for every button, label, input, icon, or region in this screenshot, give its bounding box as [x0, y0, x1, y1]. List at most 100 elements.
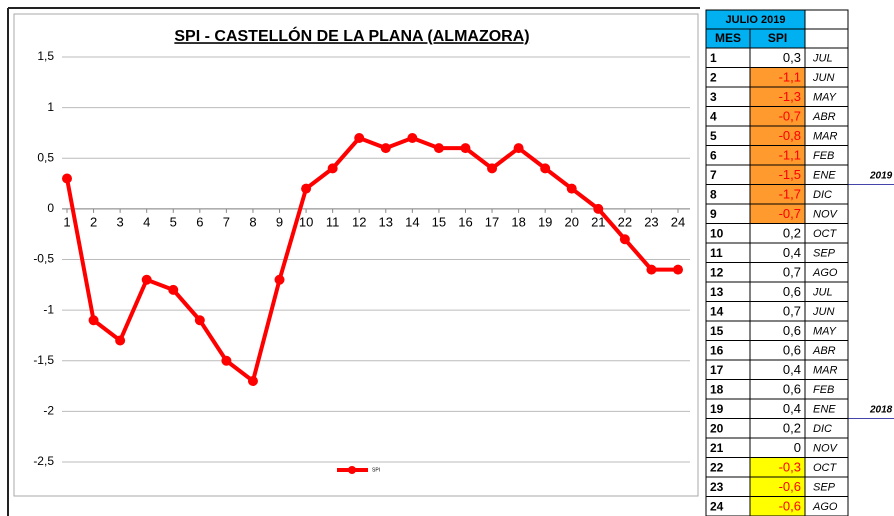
x-tick-label: 11	[326, 214, 340, 229]
column-header: SPI	[768, 31, 787, 45]
spi-cell: 0,4	[783, 401, 801, 416]
mes-cell: 17	[710, 363, 724, 377]
mes-cell: 24	[710, 499, 724, 513]
x-tick-label: 13	[379, 214, 393, 229]
chart-title: SPI - CASTELLÓN DE LA PLANA (ALMAZORA)	[174, 26, 529, 45]
point	[540, 163, 551, 174]
spi-cell: 0,6	[783, 343, 801, 358]
x-tick-label: 12	[352, 214, 366, 229]
point	[619, 234, 630, 245]
mes-cell: 3	[710, 90, 717, 104]
month-cell: OCT	[813, 462, 838, 474]
spi-cell: 0,3	[783, 50, 801, 65]
spi-cell: -0,7	[779, 206, 801, 221]
y-tick-label: -1	[43, 302, 54, 316]
spi-cell: 0,2	[783, 421, 801, 436]
x-tick-label: 3	[117, 214, 124, 229]
point	[62, 173, 72, 184]
month-cell: NOV	[813, 443, 839, 455]
month-cell: FEB	[813, 150, 834, 162]
mes-cell: 15	[710, 324, 724, 338]
mes-cell: 1	[710, 51, 717, 65]
month-cell: MAY	[813, 326, 837, 338]
spi-cell: -0,3	[779, 460, 801, 475]
point	[274, 274, 285, 285]
y-tick-label: -2	[43, 404, 54, 418]
x-tick-label: 19	[538, 214, 552, 229]
month-cell: SEP	[813, 248, 836, 260]
mes-cell: 7	[710, 168, 717, 182]
month-cell: JUN	[812, 72, 834, 84]
year-label: 2018	[869, 404, 893, 415]
legend-label: SPI	[372, 467, 380, 473]
month-cell: ENE	[813, 170, 836, 182]
point	[380, 143, 391, 154]
x-tick-label: 23	[644, 214, 658, 229]
point	[487, 163, 498, 174]
x-tick-label: 10	[299, 214, 313, 229]
point	[194, 315, 205, 326]
spi-cell: -1,3	[779, 89, 801, 104]
x-tick-label: 1	[63, 214, 70, 229]
month-cell: MAR	[813, 365, 838, 377]
x-tick-label: 14	[405, 214, 419, 229]
y-tick-label: 1,5	[37, 49, 54, 63]
point	[221, 355, 232, 366]
x-tick-label: 20	[565, 214, 579, 229]
mes-cell: 19	[710, 402, 724, 416]
x-tick-label: 17	[485, 214, 499, 229]
mes-cell: 20	[710, 421, 724, 435]
x-tick-label: 5	[170, 214, 177, 229]
point	[513, 143, 524, 154]
month-cell: JUL	[812, 53, 833, 65]
point	[115, 335, 126, 346]
column-header: MES	[715, 31, 741, 45]
month-cell: JUL	[812, 287, 833, 299]
point	[327, 163, 338, 174]
header-title: JULIO 2019	[726, 14, 786, 26]
mes-cell: 11	[710, 246, 723, 260]
mes-cell: 2	[710, 70, 717, 84]
spi-cell: -0,6	[779, 479, 801, 494]
mes-cell: 12	[710, 265, 724, 279]
cell	[804, 496, 849, 516]
point	[593, 203, 604, 214]
spi-cell: 0	[794, 440, 801, 455]
month-cell: OCT	[813, 228, 838, 240]
mes-cell: 21	[710, 441, 724, 455]
spi-cell: -1,1	[779, 70, 801, 85]
month-cell: MAY	[813, 92, 837, 104]
x-tick-label: 18	[511, 214, 525, 229]
year-label: 2019	[869, 170, 893, 181]
mes-cell: 22	[710, 460, 724, 474]
mes-cell: 13	[710, 285, 724, 299]
month-cell: SEP	[813, 482, 836, 494]
x-tick-label: 9	[276, 214, 283, 229]
point	[301, 183, 312, 194]
spi-cell: -0,7	[779, 109, 801, 124]
mes-cell: 8	[710, 187, 717, 201]
spi-cell: -0,6	[779, 499, 801, 514]
month-cell: DIC	[813, 423, 832, 435]
mes-cell: 9	[710, 207, 717, 221]
x-tick-label: 8	[249, 214, 256, 229]
x-tick-label: 2	[90, 214, 97, 229]
month-cell: JUN	[812, 306, 834, 318]
y-tick-label: 1	[47, 100, 54, 114]
y-tick-label: -0,5	[33, 252, 54, 266]
spi-cell: 0,7	[783, 265, 801, 280]
x-tick-label: 15	[432, 214, 446, 229]
x-tick-label: 24	[671, 214, 685, 229]
spi-cell: -1,1	[779, 148, 801, 163]
point	[354, 133, 365, 143]
legend-marker	[348, 466, 356, 474]
spi-cell: -0,8	[779, 128, 801, 143]
x-tick-label: 4	[143, 214, 150, 229]
spi-cell: 0,4	[783, 362, 801, 377]
point	[566, 183, 577, 194]
mes-cell: 6	[710, 148, 717, 162]
chart-area	[13, 13, 699, 497]
point	[141, 274, 152, 285]
month-cell: AGO	[812, 501, 838, 513]
